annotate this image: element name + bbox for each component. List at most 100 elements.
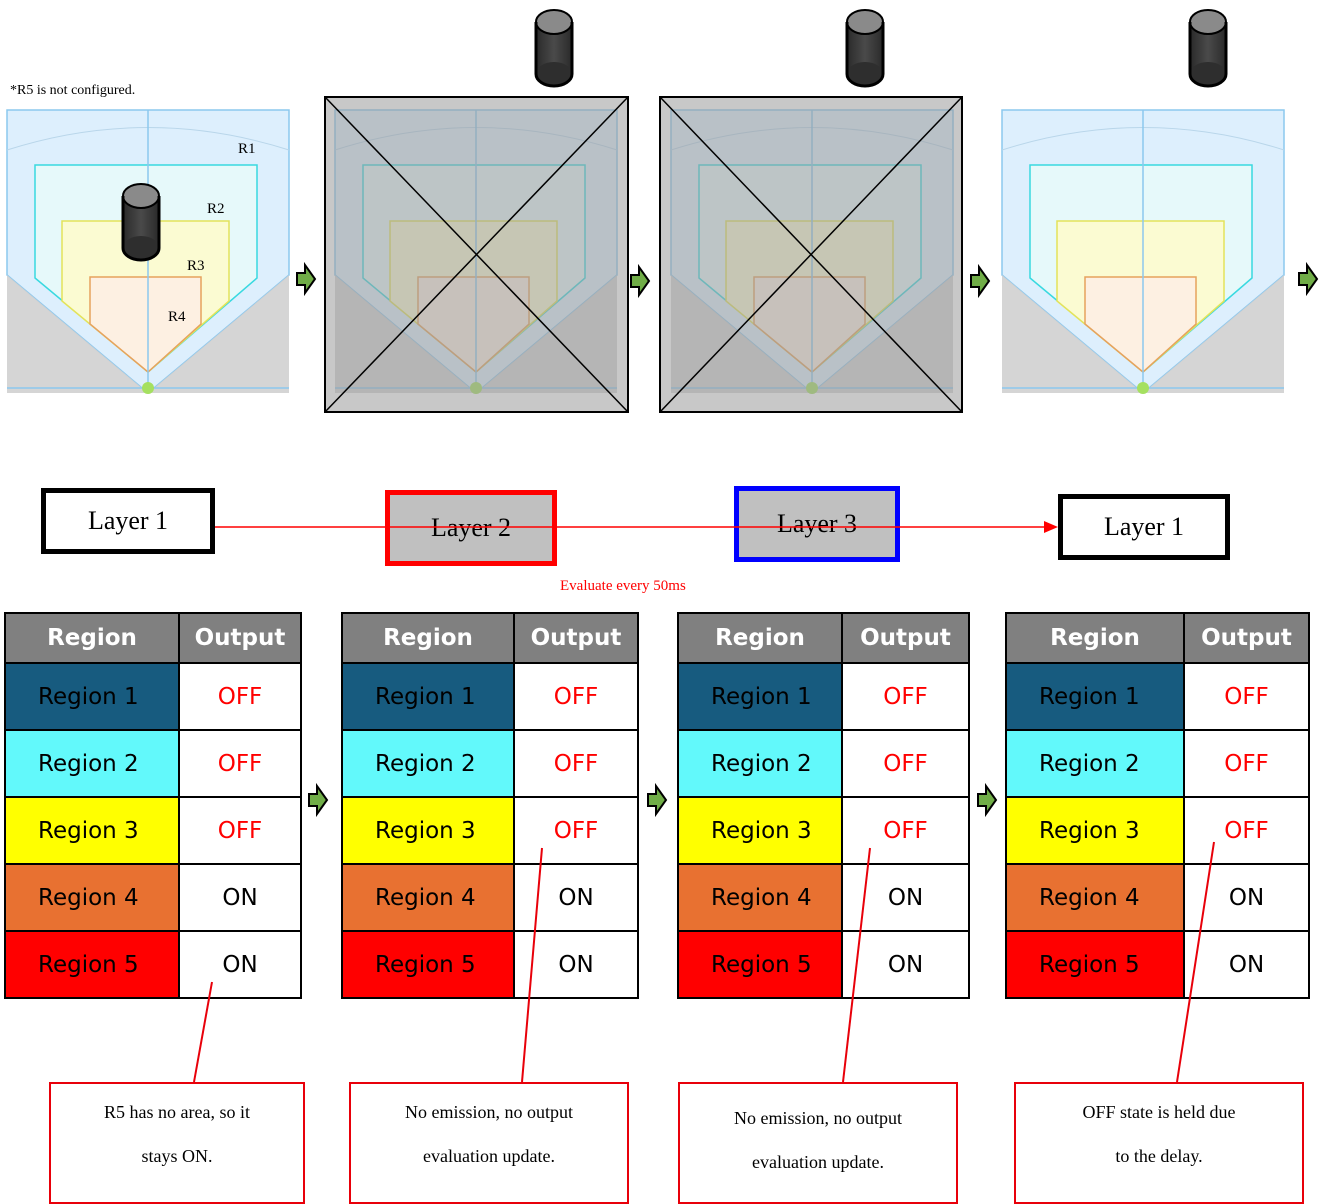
note-text: *R5 is not configured. <box>10 83 136 98</box>
output-cell: ON <box>178 863 302 932</box>
region-name-cell: Region 5 <box>1005 930 1185 999</box>
arrowhead-icon <box>1044 521 1058 533</box>
region-name-cell: Region 4 <box>1005 863 1185 932</box>
region-name-cell: Region 2 <box>341 729 515 798</box>
region-name-cell: Region 3 <box>677 796 843 865</box>
layer-label: Layer 1 <box>1103 512 1185 541</box>
arrow-icon-5 <box>308 785 328 815</box>
region-name-cell: Region 5 <box>341 930 515 999</box>
table-row: Region 4 ON <box>341 863 639 932</box>
region-name-cell: Region 4 <box>341 863 515 932</box>
output-cell: OFF <box>1183 662 1310 731</box>
output-cell: OFF <box>841 729 970 798</box>
output-cell: OFF <box>178 796 302 865</box>
table-row: Region 3 OFF <box>1005 796 1310 865</box>
layer-box-3: Layer 3 <box>734 486 900 562</box>
output-table-4: Region Output Region 1 OFF Region 2 OFF Regio… <box>1005 612 1310 999</box>
callout-line: evaluation update. <box>752 1152 884 1172</box>
header-output: Output <box>178 612 302 664</box>
arrow-icon-1 <box>296 264 316 294</box>
callout-line: R5 has no area, so it <box>104 1102 250 1122</box>
table-row: Region 4 ON <box>1005 863 1310 932</box>
output-cell: OFF <box>1183 796 1310 865</box>
header-output: Output <box>513 612 639 664</box>
output-cell: OFF <box>841 796 970 865</box>
layer-connector <box>215 521 1058 533</box>
region-name-cell: Region 3 <box>4 796 180 865</box>
output-table-3: Region Output Region 1 OFF Region 2 OFF Regio… <box>677 612 970 999</box>
table-row: Region 2 OFF <box>4 729 302 798</box>
region-name-cell: Region 1 <box>677 662 843 731</box>
callout-1: R5 has no area, so it stays ON. <box>49 1082 305 1204</box>
region-name-cell: Region 2 <box>4 729 180 798</box>
object-sensor-icon <box>121 182 161 262</box>
sensor-icon-3 <box>845 8 885 88</box>
region-name-cell: Region 4 <box>4 863 180 932</box>
table-row: Region 4 ON <box>4 863 302 932</box>
output-cell: OFF <box>1183 729 1310 798</box>
header-output: Output <box>1183 612 1310 664</box>
output-cell: OFF <box>178 729 302 798</box>
scene-diagrams: R1 R2 R3 R4 <box>6 8 1318 413</box>
callout-4: OFF state is held due to the delay. <box>1014 1082 1304 1204</box>
output-cell: ON <box>1183 930 1310 999</box>
region-name-cell: Region 4 <box>677 863 843 932</box>
layer-label: Layer 1 <box>87 506 169 535</box>
arrow-icon-6 <box>647 785 667 815</box>
table-row: Region 2 OFF <box>1005 729 1310 798</box>
table-row: Region 5 ON <box>4 930 302 999</box>
region-name-cell: Region 1 <box>4 662 180 731</box>
region-name-cell: Region 2 <box>677 729 843 798</box>
region-name-cell: Region 1 <box>341 662 515 731</box>
callout-line: evaluation update. <box>423 1146 555 1166</box>
layer-box-4: Layer 1 <box>1058 494 1230 560</box>
callout-line: No emission, no output <box>733 1108 902 1128</box>
callout-line: No emission, no output <box>404 1102 573 1122</box>
region-name-cell: Region 3 <box>1005 796 1185 865</box>
layer-box-1: Layer 1 <box>41 488 215 554</box>
arrow-icon-2 <box>630 266 650 296</box>
table-row: Region 2 OFF <box>677 729 970 798</box>
table-row: Region 3 OFF <box>341 796 639 865</box>
table-row: Region 1 OFF <box>677 662 970 731</box>
scene-panel-4 <box>1001 109 1285 395</box>
header-region: Region <box>4 612 180 664</box>
table-row: Region 1 OFF <box>341 662 639 731</box>
table-row: Region 5 ON <box>1005 930 1310 999</box>
sensor-icon-2 <box>534 8 574 88</box>
arrow-icon-4 <box>1298 264 1318 294</box>
table-row: Region 3 OFF <box>4 796 302 865</box>
layer-box-2: Layer 2 <box>385 490 557 566</box>
output-cell: OFF <box>841 662 970 731</box>
output-cell: OFF <box>513 729 639 798</box>
region-label-r4: R4 <box>168 309 186 325</box>
evaluate-interval-label: Evaluate every 50ms <box>560 578 686 594</box>
region-label-r2: R2 <box>207 201 225 217</box>
output-cell: OFF <box>513 662 639 731</box>
output-cell: ON <box>1183 863 1310 932</box>
table-row: Region 2 OFF <box>341 729 639 798</box>
output-cell: ON <box>513 863 639 932</box>
table-row: Region 1 OFF <box>4 662 302 731</box>
region-label-r3: R3 <box>187 258 205 274</box>
callout-3: No emission, no output evaluation update… <box>678 1082 958 1204</box>
callout-2: No emission, no output evaluation update… <box>349 1082 629 1204</box>
output-cell: OFF <box>178 662 302 731</box>
output-table-1: Region Output Region 1 OFF Region 2 OFF Regio… <box>4 612 302 999</box>
output-cell: OFF <box>513 796 639 865</box>
table-row: Region 1 OFF <box>1005 662 1310 731</box>
output-cell: ON <box>841 930 970 999</box>
region-name-cell: Region 1 <box>1005 662 1185 731</box>
header-output: Output <box>841 612 970 664</box>
arrow-icon-3 <box>970 266 990 296</box>
table-connectors <box>193 785 1215 1083</box>
callout-line: stays ON. <box>141 1146 213 1166</box>
table-row: Region 5 ON <box>677 930 970 999</box>
region-label-r1: R1 <box>238 141 256 157</box>
table-row: Region 3 OFF <box>677 796 970 865</box>
arrow-icon-7 <box>977 785 997 815</box>
sensor-icon-4 <box>1188 8 1228 88</box>
region-name-cell: Region 3 <box>341 796 515 865</box>
output-cell: ON <box>178 930 302 999</box>
region-name-cell: Region 5 <box>4 930 180 999</box>
